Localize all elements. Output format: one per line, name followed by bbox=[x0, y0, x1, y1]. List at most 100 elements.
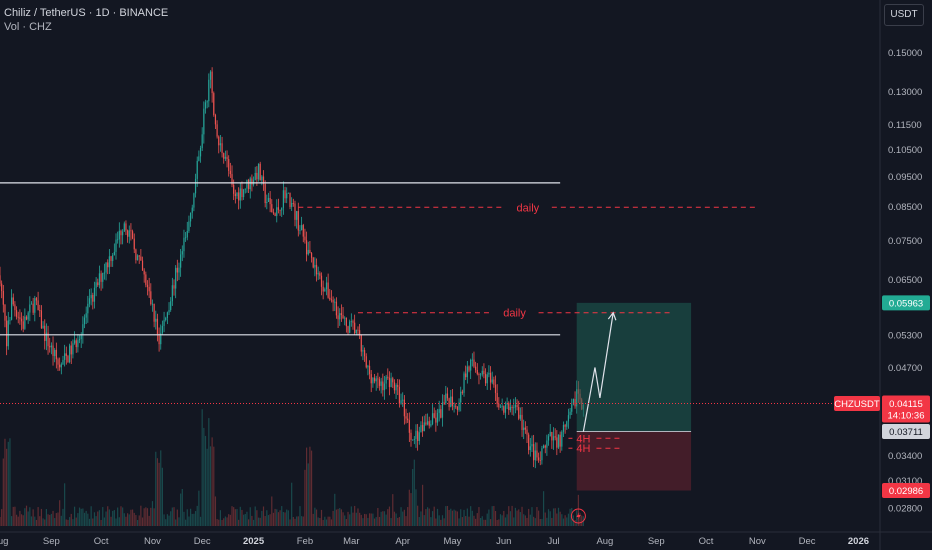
volume-bar bbox=[398, 517, 400, 526]
x-tick-label: 2026 bbox=[848, 536, 869, 547]
x-tick-label: Oct bbox=[699, 536, 714, 547]
volume-bar bbox=[6, 448, 8, 526]
volume-bar bbox=[158, 462, 160, 526]
candle-body bbox=[503, 406, 505, 413]
candle-body bbox=[146, 284, 149, 287]
stop-price-label: 0.02986 bbox=[889, 486, 923, 497]
volume-bar bbox=[309, 446, 311, 526]
candle-body bbox=[54, 349, 56, 357]
candle-body bbox=[529, 446, 531, 451]
candle-body bbox=[110, 256, 112, 261]
candle-body bbox=[355, 329, 357, 334]
volume-bar bbox=[552, 508, 555, 526]
volume-bar bbox=[544, 512, 546, 526]
candle-body bbox=[69, 345, 71, 363]
candle-body bbox=[19, 317, 21, 319]
volume-bar bbox=[173, 507, 175, 526]
candle-body bbox=[287, 192, 289, 194]
y-tick-label: 0.13000 bbox=[888, 87, 922, 98]
volume-indicator-label[interactable]: Vol · CHZ bbox=[4, 21, 52, 33]
volume-bar bbox=[475, 518, 477, 526]
candle-body bbox=[78, 339, 81, 341]
projection-arrow-head bbox=[607, 311, 617, 321]
volume-bar bbox=[271, 496, 273, 526]
candle-body bbox=[324, 289, 326, 292]
volume-bar bbox=[370, 513, 372, 526]
candle-body bbox=[440, 409, 442, 418]
candle-body bbox=[504, 404, 507, 413]
candle-body bbox=[233, 184, 235, 194]
volume-bar bbox=[17, 516, 19, 526]
volume-bar bbox=[534, 518, 536, 526]
target-price-label: 0.05963 bbox=[889, 298, 923, 309]
volume-bar bbox=[284, 512, 286, 526]
candle-body bbox=[264, 183, 266, 204]
volume-bar bbox=[45, 508, 48, 526]
x-tick-label: May bbox=[443, 536, 461, 547]
symbol-label: CHZUSDT bbox=[834, 399, 880, 410]
volume-bar bbox=[257, 517, 260, 526]
currency-button[interactable]: USDT bbox=[884, 4, 924, 26]
candle-body bbox=[97, 282, 99, 286]
candle-body bbox=[430, 424, 432, 426]
volume-bar bbox=[20, 514, 23, 526]
volume-bar bbox=[117, 507, 119, 526]
candle-body bbox=[418, 432, 420, 441]
candle-body bbox=[214, 114, 217, 125]
candle-body bbox=[314, 264, 316, 268]
volume-bar bbox=[194, 511, 197, 526]
volume-bar bbox=[342, 512, 344, 526]
candle-body bbox=[390, 378, 392, 388]
volume-bar bbox=[368, 513, 371, 526]
candle-body bbox=[533, 444, 535, 461]
volume-bar bbox=[181, 488, 183, 526]
candle-body bbox=[289, 192, 291, 208]
candle-body bbox=[274, 213, 276, 216]
candle-body bbox=[199, 148, 202, 157]
volume-bar bbox=[133, 512, 135, 526]
symbol-title[interactable]: Chiliz / TetherUS · 1D · BINANCE bbox=[4, 7, 169, 19]
candle-body bbox=[465, 373, 467, 378]
volume-bar bbox=[50, 513, 52, 526]
level-label-4h: 4H bbox=[576, 443, 590, 455]
candle-body bbox=[282, 190, 284, 208]
candle-body bbox=[468, 366, 470, 371]
volume-bar bbox=[518, 509, 520, 526]
volume-bar bbox=[463, 509, 465, 526]
candle-body bbox=[420, 425, 422, 433]
candle-body bbox=[547, 436, 550, 441]
candle-body bbox=[478, 374, 480, 376]
stop-price-label-bg bbox=[882, 483, 930, 499]
volume-bar bbox=[355, 512, 357, 526]
candle-body bbox=[552, 436, 555, 441]
volume-bar bbox=[562, 518, 565, 526]
candle-body bbox=[486, 374, 488, 384]
candle-body bbox=[55, 349, 57, 360]
volume-bar bbox=[156, 458, 159, 526]
volume-bar bbox=[82, 508, 84, 526]
volume-bar bbox=[178, 517, 180, 526]
volume-bar bbox=[294, 518, 296, 526]
volume-bar bbox=[78, 507, 81, 526]
candle-body bbox=[466, 366, 468, 378]
volume-bar bbox=[203, 427, 205, 526]
candle-body bbox=[243, 189, 245, 198]
volume-bar bbox=[0, 516, 1, 526]
candle-body bbox=[373, 377, 376, 382]
volume-bar bbox=[64, 483, 66, 526]
volume-bar bbox=[161, 467, 164, 526]
candle-body bbox=[397, 384, 399, 387]
volume-bar bbox=[49, 514, 51, 526]
volume-bar bbox=[125, 516, 127, 526]
volume-bar bbox=[14, 506, 16, 526]
volume-bar bbox=[425, 509, 427, 526]
candle-body bbox=[402, 399, 404, 401]
y-tick-label: 0.05300 bbox=[888, 330, 922, 341]
candle-body bbox=[392, 378, 394, 383]
candle-body bbox=[544, 445, 546, 448]
candle-body bbox=[349, 321, 351, 333]
volume-bar bbox=[7, 441, 9, 526]
candle-body bbox=[400, 400, 402, 404]
volume-bar bbox=[491, 506, 493, 526]
